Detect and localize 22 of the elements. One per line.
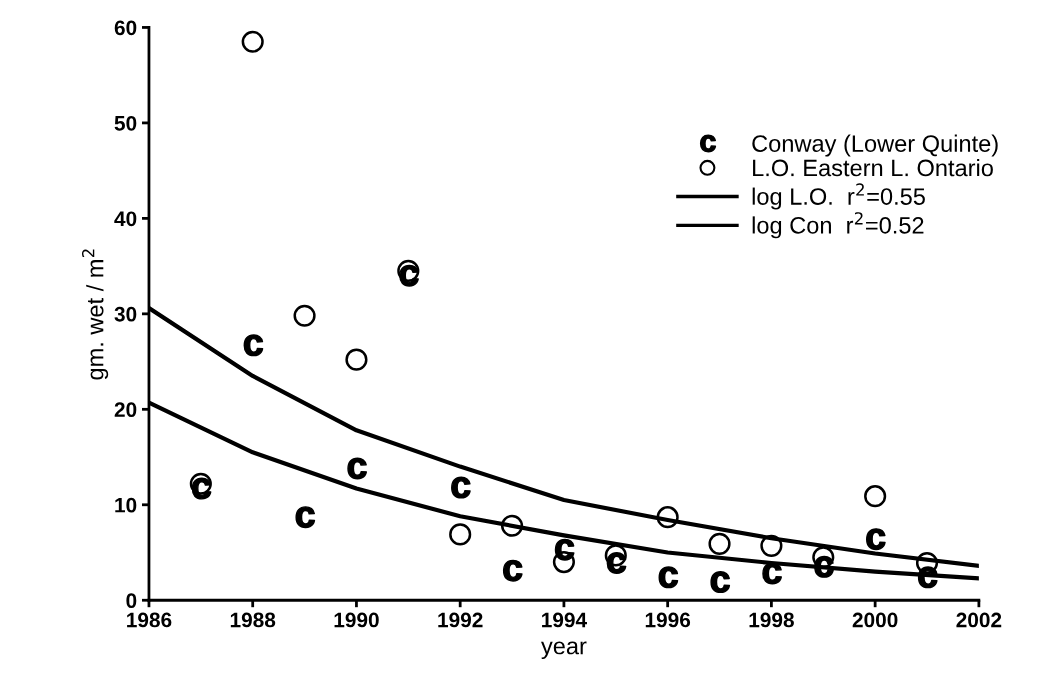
y-tick-label: 50 [114,115,137,131]
legend-label: log L.O. r$^{2}$=0.55 [752,183,925,210]
x-tick-label: 1996 [645,612,691,628]
x-tick-label: 2002 [956,612,1002,628]
legend-label: log Con r$^{2}$=0.52 [752,212,924,239]
legend-label: Conway (Lower Quinte) [752,134,998,157]
x-axis-title: year [541,641,587,660]
x-tick-label: 1986 [127,612,172,628]
y-tick-label: 30 [114,306,137,322]
y-axis-title: gm. wet / m$^{2}$ [81,249,109,380]
x-tick-label: 2000 [852,612,898,628]
x-tick-label: 1998 [749,612,794,628]
y-tick-label: 60 [114,20,137,36]
y-tick-label: 10 [115,497,137,513]
x-tick-label: 1994 [542,612,587,628]
y-tick-label: 20 [114,402,137,418]
x-tick-label: 1988 [230,612,276,628]
legend-label: L.O. Eastern L. Ontario [753,158,993,177]
x-tick-label: 1990 [334,612,379,628]
y-tick-label: 0 [126,593,137,608]
x-tick-label: 1992 [438,612,483,628]
y-tick-label: 40 [114,211,137,227]
